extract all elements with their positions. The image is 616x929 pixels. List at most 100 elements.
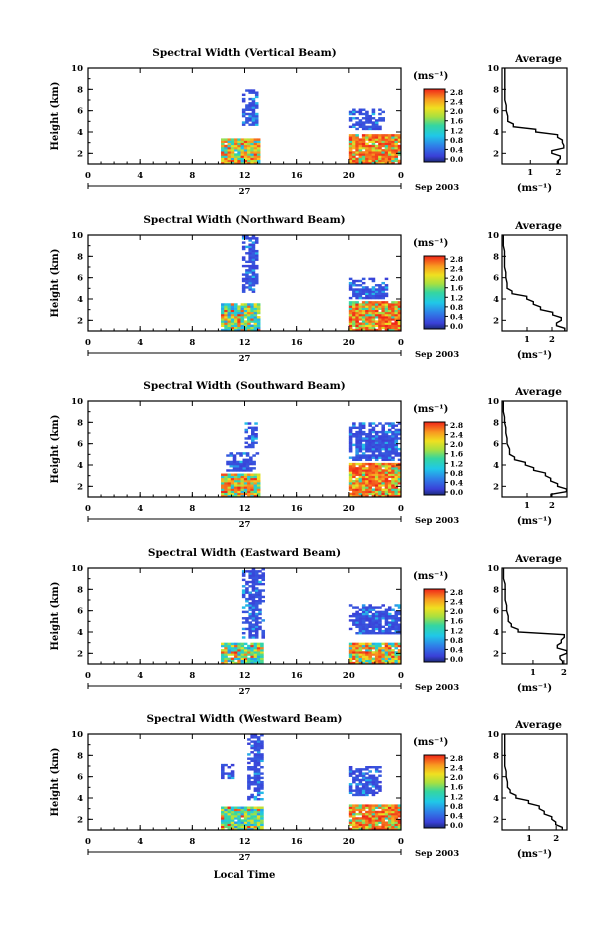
heatmap-cell	[358, 437, 363, 440]
heatmap-cell	[243, 653, 248, 656]
panel-2: Spectral Width (Northward Beam)246810Hei…	[50, 214, 568, 364]
heatmap-cell	[387, 642, 392, 646]
heatmap-cell	[368, 619, 372, 622]
heatmap-cell	[394, 433, 399, 436]
heatmap-cell	[251, 617, 256, 620]
heatmap-cell	[352, 112, 356, 116]
heatmap-cell	[358, 783, 363, 786]
heatmap-cell	[230, 155, 235, 158]
heatmap-cell	[230, 821, 235, 824]
heatmap-cell	[387, 627, 392, 631]
heatmap-cell	[361, 621, 366, 624]
heatmap-cell	[397, 612, 402, 616]
heatmap-cell	[348, 465, 353, 468]
heatmap-cell	[250, 734, 254, 737]
heatmap-cell	[374, 151, 379, 154]
heatmap-cell	[234, 309, 238, 313]
x-tick-label: 0	[398, 671, 404, 681]
heatmap-cell	[221, 766, 225, 769]
heatmap-cell	[260, 644, 264, 648]
heatmap-cell	[384, 479, 389, 483]
heatmap-cell	[245, 235, 249, 238]
heatmap-cell	[221, 486, 225, 489]
heatmap-cell	[365, 791, 369, 795]
heatmap-cell	[368, 161, 372, 165]
heatmap-cell	[368, 430, 372, 434]
colorbar-tick-label: 2.8	[450, 255, 463, 264]
heatmap-cell	[394, 311, 399, 315]
heatmap-cell	[242, 465, 247, 468]
heatmap-cell	[361, 286, 366, 289]
day-label: 27	[239, 687, 251, 697]
heatmap-cell	[381, 655, 385, 658]
heatmap-cell	[250, 651, 254, 654]
heatmap-cell	[374, 659, 379, 663]
heatmap-cell	[253, 318, 258, 321]
heatmap-cell	[240, 642, 245, 646]
heatmap-cell	[368, 437, 372, 440]
heatmap-cell	[240, 482, 245, 485]
heatmap-cell	[234, 806, 238, 809]
heatmap-cell	[374, 322, 379, 325]
heatmap-cell	[368, 661, 372, 665]
x-tick-label: 16	[291, 837, 303, 847]
heatmap-cell	[260, 651, 264, 654]
heatmap-cell	[384, 322, 389, 325]
heatmap-cell	[361, 644, 366, 648]
heatmap-cell	[394, 149, 399, 152]
heatmap-cell	[371, 778, 376, 782]
heatmap-cell	[368, 477, 372, 481]
heatmap-cell	[361, 125, 366, 129]
heatmap-cell	[253, 812, 258, 816]
heatmap-cell	[358, 623, 363, 626]
heatmap-cell	[352, 819, 356, 822]
heatmap-cell	[361, 815, 366, 818]
heatmap-cell	[391, 318, 395, 321]
heatmap-cell	[378, 817, 382, 820]
heatmap-cell	[237, 644, 241, 648]
heatmap-cell	[352, 108, 356, 111]
heatmap-cell	[229, 462, 234, 466]
heatmap-cell	[224, 642, 228, 646]
heatmap-cell	[391, 462, 395, 466]
heatmap-cell	[397, 659, 402, 663]
heatmap-cell	[352, 435, 356, 438]
heatmap-cell	[355, 619, 359, 622]
heatmap-cell	[250, 484, 254, 487]
heatmap-cell	[361, 433, 366, 436]
heatmap-cell	[234, 318, 238, 321]
heatmap-cell	[237, 146, 241, 150]
heatmap-cell	[348, 281, 353, 285]
heatmap-cell	[387, 320, 392, 323]
heatmap-cell	[378, 140, 382, 143]
heatmap-cell	[243, 159, 248, 163]
heatmap-cell	[240, 823, 245, 827]
x-tick-label: 0	[398, 338, 404, 348]
heatmap-cell	[368, 456, 372, 459]
heatmap-cell	[248, 271, 252, 274]
heatmap-cell	[387, 136, 392, 139]
heatmap-cell	[378, 153, 382, 156]
heatmap-cell	[261, 574, 266, 577]
heatmap-cell	[358, 475, 363, 479]
heatmap-cell	[365, 659, 369, 663]
heatmap-cell	[365, 309, 369, 313]
heatmap-cell	[397, 827, 402, 831]
heatmap-cell	[391, 313, 395, 317]
heatmap-cell	[348, 450, 353, 453]
heatmap-cell	[374, 657, 379, 661]
heatmap-cell	[381, 313, 385, 317]
heatmap-cell	[378, 479, 382, 483]
heatmap-cell	[361, 471, 366, 474]
heatmap-cell	[230, 324, 235, 328]
heatmap-cell	[355, 458, 359, 462]
heatmap-cell	[391, 804, 395, 807]
colorbar-tick-label: 0.4	[450, 478, 463, 487]
heatmap-cell	[374, 651, 379, 654]
heatmap-cell	[232, 465, 237, 468]
heatmap-cell	[248, 243, 252, 246]
heatmap-cell	[245, 245, 249, 249]
heatmap-cell	[397, 823, 402, 827]
colorbar-tick-label: 0.8	[450, 469, 463, 478]
heatmap-cell	[248, 288, 252, 291]
